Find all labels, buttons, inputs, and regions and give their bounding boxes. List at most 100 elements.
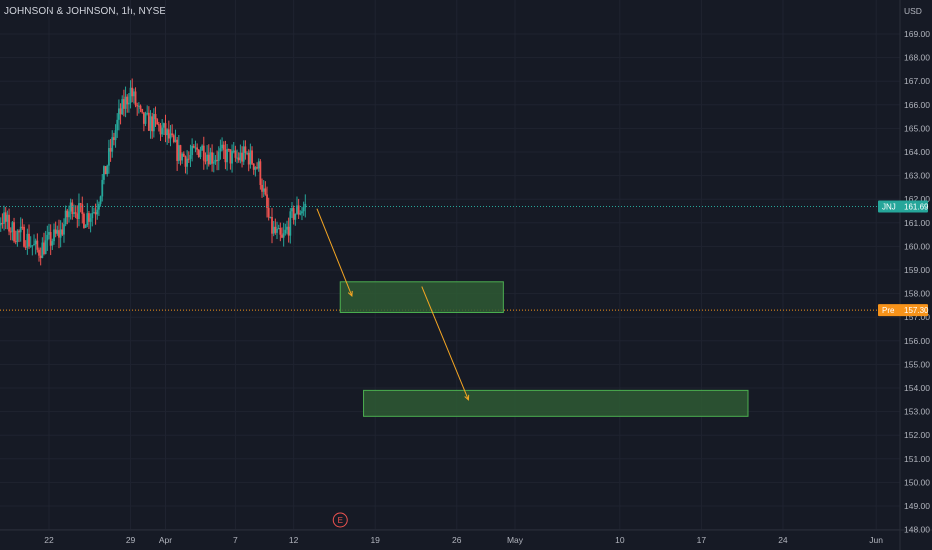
candle-body bbox=[29, 245, 32, 247]
candle-body bbox=[244, 146, 247, 153]
pre-market-label: Pre bbox=[882, 306, 895, 315]
candle-body bbox=[214, 159, 217, 162]
arrow-head bbox=[347, 290, 353, 298]
candle-body bbox=[202, 145, 205, 161]
candle-body bbox=[19, 226, 22, 233]
candle-body bbox=[257, 161, 260, 169]
candle-body bbox=[304, 203, 307, 208]
candle-body bbox=[279, 228, 282, 235]
candle-body bbox=[271, 217, 273, 234]
candle-body bbox=[18, 230, 20, 233]
candle-body bbox=[13, 222, 15, 242]
candle-body bbox=[162, 123, 165, 128]
candle-body bbox=[161, 127, 164, 135]
candle-body bbox=[169, 133, 172, 139]
candle-body bbox=[116, 119, 119, 131]
candle-body bbox=[234, 150, 237, 158]
candle-body bbox=[154, 114, 157, 120]
candle-body bbox=[167, 129, 170, 139]
candle-body bbox=[246, 152, 248, 154]
forecast-arrow[interactable] bbox=[421, 286, 469, 400]
y-tick-label: 156.00 bbox=[904, 336, 930, 346]
candle-body bbox=[156, 119, 159, 125]
candle-body bbox=[152, 114, 155, 132]
last-price-value: 161.69 bbox=[904, 203, 929, 212]
target-zone[interactable] bbox=[339, 281, 504, 313]
symbol-title[interactable]: JOHNSON & JOHNSON, 1h, NYSE bbox=[4, 6, 167, 17]
candle-body bbox=[151, 116, 154, 132]
candle-body bbox=[176, 139, 179, 161]
candle-body bbox=[291, 208, 293, 212]
y-tick-label: 157.00 bbox=[904, 312, 930, 322]
x-tick-label: Apr bbox=[159, 535, 172, 545]
candle-body bbox=[204, 160, 207, 162]
candle-body bbox=[287, 226, 290, 236]
candle-body bbox=[119, 108, 122, 115]
x-tick-label: 10 bbox=[615, 535, 625, 545]
candle-body bbox=[106, 165, 109, 175]
candle-body bbox=[118, 108, 120, 120]
candle-body bbox=[189, 154, 192, 159]
candle-body bbox=[252, 163, 255, 170]
candle-body bbox=[171, 133, 174, 136]
candle-body bbox=[11, 222, 14, 232]
last-price-symbol: JNJ bbox=[882, 203, 896, 212]
candle-body bbox=[16, 230, 19, 242]
forecast-arrow[interactable] bbox=[316, 208, 353, 297]
candle-body bbox=[6, 214, 9, 222]
candle-body bbox=[251, 150, 253, 164]
forecast-arrows bbox=[316, 208, 470, 401]
candle-body bbox=[91, 212, 94, 219]
y-tick-label: 159.00 bbox=[904, 265, 930, 275]
candle-body bbox=[157, 124, 160, 126]
candle-body bbox=[71, 202, 74, 214]
candle-body bbox=[69, 202, 72, 212]
candle-body bbox=[61, 229, 64, 235]
x-tick-label: 26 bbox=[452, 535, 462, 545]
y-tick-label: 161.00 bbox=[904, 218, 930, 228]
x-tick-label: 17 bbox=[697, 535, 707, 545]
y-tick-label: 168.00 bbox=[904, 53, 930, 63]
candle-body bbox=[164, 123, 167, 136]
y-tick-label: 162.00 bbox=[904, 194, 930, 204]
earnings-circle[interactable] bbox=[332, 512, 348, 528]
candle-body bbox=[142, 112, 145, 124]
candle-body bbox=[103, 166, 105, 180]
time-axis: 22 29 Apr 7 12 19 26 May 10 17 24 Jun bbox=[44, 535, 883, 545]
candle-body bbox=[141, 108, 144, 113]
candle-body bbox=[9, 231, 12, 233]
x-tick-label: Jun bbox=[869, 535, 883, 545]
candle-body bbox=[186, 158, 189, 167]
candle-body bbox=[88, 213, 90, 222]
candle-body bbox=[302, 207, 305, 212]
y-tick-label: 164.00 bbox=[904, 147, 930, 157]
chart-grid bbox=[0, 0, 900, 531]
candle-body bbox=[289, 211, 292, 236]
candle-body bbox=[297, 205, 300, 215]
candle-body bbox=[132, 91, 135, 97]
candle-body bbox=[98, 203, 100, 210]
candle-body bbox=[222, 144, 225, 150]
candle-body bbox=[41, 242, 44, 258]
candle-body bbox=[93, 212, 95, 214]
candle-body bbox=[197, 149, 200, 157]
target-zone[interactable] bbox=[363, 389, 749, 417]
candle-body bbox=[1, 222, 4, 224]
candle-body bbox=[249, 150, 252, 165]
candle-body bbox=[38, 249, 40, 256]
y-tick-label: 163.00 bbox=[904, 171, 930, 181]
candle-body bbox=[78, 203, 80, 220]
candle-body bbox=[261, 184, 263, 192]
candle-body bbox=[108, 148, 110, 166]
candle-body bbox=[59, 229, 62, 238]
candle-body bbox=[281, 234, 283, 238]
candle-body bbox=[134, 91, 137, 106]
candle-body bbox=[129, 87, 132, 103]
x-tick-label: 19 bbox=[370, 535, 380, 545]
x-tick-label: 22 bbox=[44, 535, 54, 545]
candle-body bbox=[114, 130, 117, 141]
candle-body bbox=[224, 149, 227, 163]
candle-body bbox=[199, 150, 202, 157]
candle-body bbox=[94, 212, 97, 215]
